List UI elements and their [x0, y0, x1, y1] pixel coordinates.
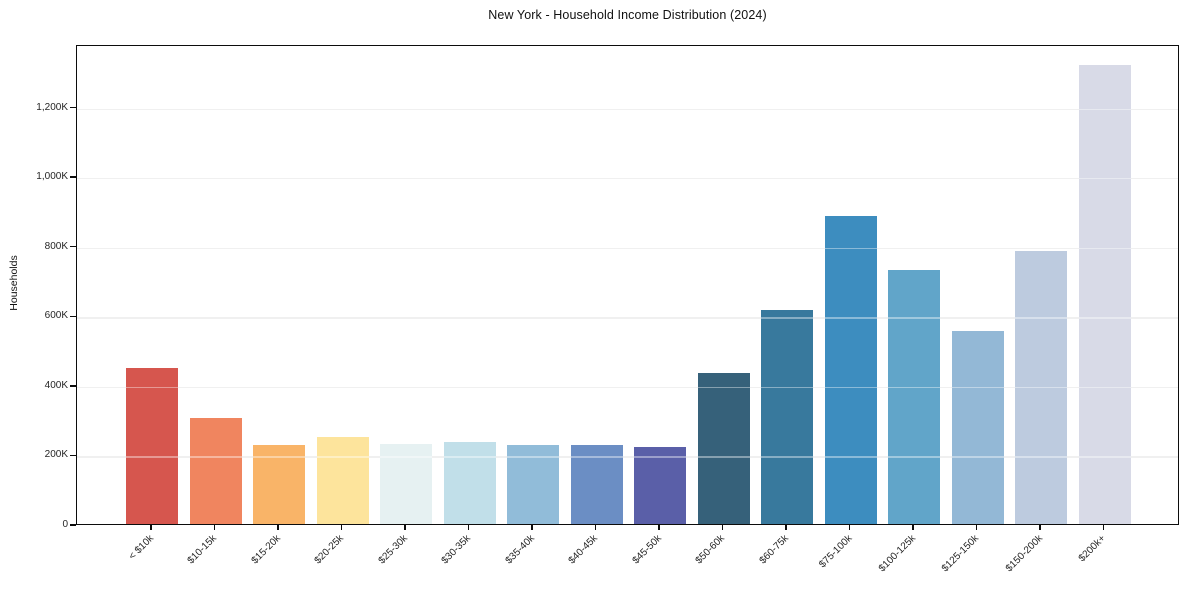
- gridline-overlay-1200k: [77, 108, 1178, 110]
- bar-$30-35k: [443, 441, 496, 524]
- x-tick-label-text: $25-30k: [376, 533, 410, 567]
- x-tick-mark-0: [150, 525, 152, 530]
- bar-$100-125k: [888, 270, 940, 524]
- x-tick-mark-4: [404, 525, 406, 530]
- x-tick-mark-10: [785, 525, 787, 530]
- y-tick-mark-600: [70, 315, 76, 317]
- gridline-1200k: [77, 108, 1178, 110]
- y-tick-label-600: 600K: [44, 310, 68, 322]
- bar-$20-25k: [316, 437, 369, 524]
- x-tick-label-text: < $10k: [126, 533, 156, 563]
- gridline-1000k: [77, 178, 1178, 180]
- x-tick-mark-2: [277, 525, 279, 530]
- y-tick-mark-0: [70, 524, 76, 526]
- y-tick-mark-200: [70, 454, 76, 457]
- x-tick-mark-5: [467, 525, 470, 530]
- x-tick-mark-12: [912, 525, 914, 530]
- x-tick-label-text: $20-25k: [312, 533, 347, 567]
- x-tick-mark-13: [975, 525, 978, 530]
- y-tick-mark-1000: [70, 176, 76, 178]
- x-tick-label-text: $125-150k: [940, 533, 982, 575]
- x-tick-mark-8: [658, 525, 660, 530]
- y-tick-mark-800: [70, 246, 76, 248]
- plot-area: [76, 45, 1179, 525]
- gridline-overlay-600k: [77, 317, 1178, 319]
- bar-$125-150k: [951, 330, 1004, 524]
- bar-< $10k: [126, 368, 178, 524]
- x-tick-label-text: $100-125k: [876, 533, 918, 575]
- bar-$40-45k: [570, 444, 623, 524]
- gridline-overlay-400k: [77, 386, 1178, 389]
- y-tick-label-800: 800K: [44, 240, 68, 252]
- x-tick-label-text: $35-40k: [503, 533, 537, 567]
- x-tick-label-text: $200k+: [1077, 533, 1109, 565]
- x-tick-label-text: $40-45k: [566, 533, 601, 567]
- bar-$25-30k: [380, 443, 432, 524]
- x-tick-mark-1: [213, 525, 216, 530]
- x-tick-label-text: $10-15k: [185, 533, 220, 567]
- bar-$15-20k: [253, 444, 305, 524]
- x-tick-mark-15: [1102, 525, 1105, 530]
- y-tick-mark-1200: [70, 106, 76, 109]
- x-tick-mark-3: [340, 525, 343, 530]
- y-tick-label-0: 0: [62, 519, 68, 530]
- gridline-overlay-800k: [77, 247, 1178, 250]
- x-tick-mark-9: [721, 525, 724, 530]
- gridline-600k: [77, 317, 1178, 319]
- gridline-200k: [77, 456, 1178, 458]
- bar-$75-100k: [824, 216, 877, 524]
- bar-$45-50k: [634, 447, 686, 524]
- x-tick-label-text: $45-50k: [630, 533, 664, 567]
- bar-$35-40k: [507, 445, 559, 524]
- bar-$60-75k: [761, 309, 813, 524]
- x-tick-mark-14: [1039, 525, 1041, 530]
- x-tick-mark-7: [594, 525, 597, 530]
- y-tick-label-1000: 1,000K: [36, 171, 68, 183]
- bar-$50-60k: [697, 373, 750, 524]
- gridline-overlay-200k: [77, 456, 1178, 458]
- x-tick-label-text: $50-60k: [693, 533, 728, 567]
- y-tick-label-400: 400K: [44, 379, 68, 391]
- x-tick-label-text: $150-200k: [1003, 533, 1045, 575]
- x-tick-mark-6: [531, 525, 533, 530]
- x-tick-label-text: $30-35k: [439, 533, 474, 567]
- chart-title: New York - Household Income Distribution…: [488, 8, 767, 22]
- x-tick-label-text: $75-100k: [817, 533, 855, 571]
- gridline-overlay-1000k: [77, 178, 1178, 180]
- y-tick-mark-400: [70, 385, 76, 387]
- gridline-800k: [77, 247, 1178, 250]
- y-tick-label-1200: 1,200K: [36, 101, 68, 113]
- bar-$200k+: [1078, 64, 1131, 524]
- x-tick-label-text: $15-20k: [249, 533, 283, 567]
- x-tick-mark-11: [848, 525, 851, 530]
- x-tick-label-text: $60-75k: [757, 533, 791, 567]
- gridline-400k: [77, 386, 1178, 389]
- y-tick-label-200: 200K: [44, 449, 68, 461]
- bar-$10-15k: [189, 418, 242, 524]
- bar-$150-200k: [1015, 251, 1067, 524]
